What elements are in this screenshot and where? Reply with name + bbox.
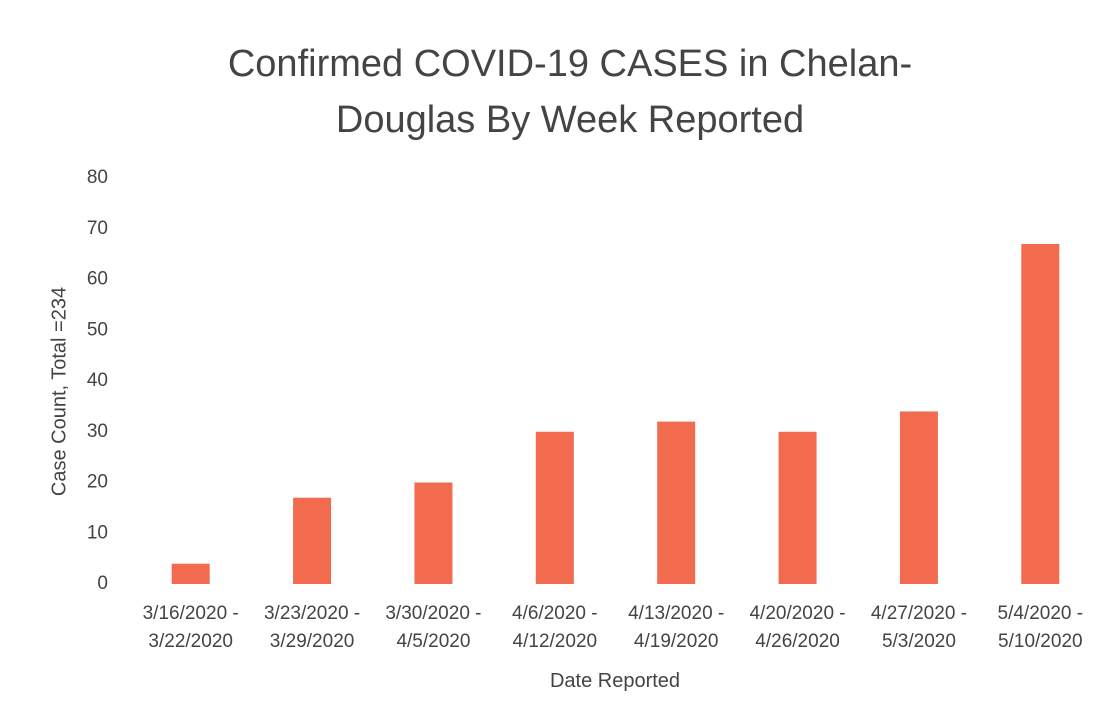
x-tick-label: 4/27/2020 - 5/3/2020: [870, 603, 967, 652]
bar: [535, 431, 574, 584]
y-tick-label: 80: [87, 167, 108, 188]
y-tick-label: 20: [87, 472, 108, 493]
x-tick-label: 4/6/2020 - 4/12/2020: [512, 603, 598, 652]
x-tick-label: 4/20/2020 - 4/26/2020: [749, 603, 846, 652]
y-tick-label: 70: [87, 218, 108, 239]
x-axis-label: Date Reported: [549, 670, 681, 692]
bar: [1021, 243, 1060, 584]
chart-title: Confirmed COVID-19 CASES in Chelan-Dougl…: [227, 43, 913, 141]
x-tick-label: 3/30/2020 - 4/5/2020: [385, 603, 482, 652]
y-tick-label: 50: [87, 319, 108, 340]
bar: [657, 421, 696, 584]
y-tick-label: 40: [87, 370, 108, 391]
x-tick-label: 5/4/2020 - 5/10/2020: [997, 603, 1084, 652]
bar: [293, 497, 332, 584]
bar: [414, 482, 453, 584]
x-tick-label: 3/23/2020 - 3/29/2020: [263, 603, 361, 652]
y-tick-label: 0: [97, 573, 108, 594]
bar: [778, 431, 817, 584]
bar: [899, 411, 938, 584]
y-axis-label: Case Count, Total =234: [48, 286, 71, 497]
bar: [171, 563, 210, 584]
x-tick-label: 4/13/2020 - 4/19/2020: [628, 603, 725, 652]
y-tick-label: 30: [87, 421, 108, 442]
y-tick-label: 10: [87, 522, 108, 543]
x-tick-label: 3/16/2020 - 3/22/2020: [142, 603, 239, 652]
y-tick-label: 60: [87, 269, 108, 290]
